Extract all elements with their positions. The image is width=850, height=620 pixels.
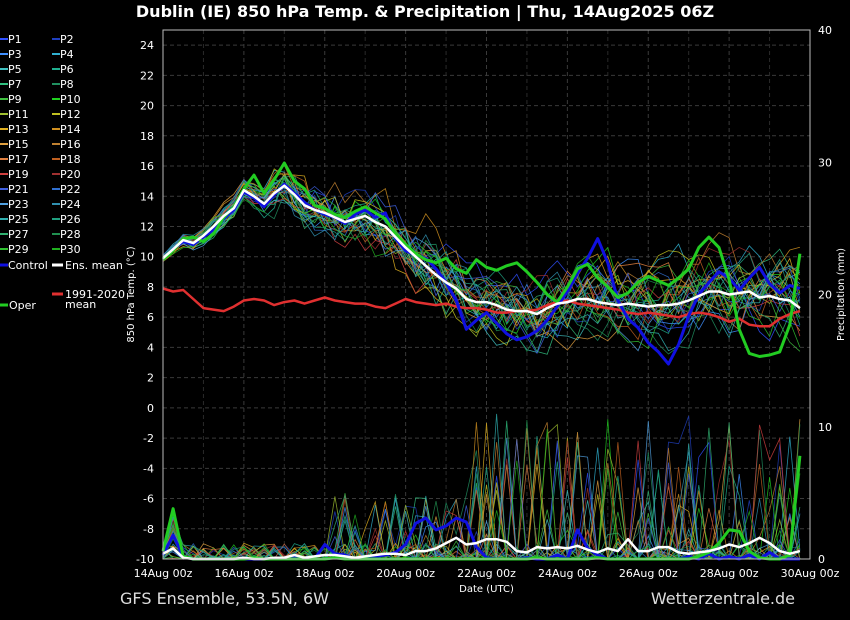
x-tick-label: 28Aug 00z (700, 567, 759, 580)
climate-temp-line (162, 287, 801, 328)
x-tick-label: 14Aug 00z (134, 567, 193, 580)
y-tick-label: -6 (143, 493, 154, 506)
legend-label-P3: P3 (8, 48, 22, 61)
y-tick-label: 12 (140, 220, 154, 233)
legend-label-P21: P21 (8, 183, 29, 196)
y-tick-label: -8 (143, 523, 154, 536)
legend-label-P25: P25 (8, 213, 29, 226)
legend-label-P26: P26 (60, 213, 81, 226)
plot-frame (162, 29, 811, 560)
legend-label-P27: P27 (8, 228, 29, 241)
y2-tick-label: 40 (818, 24, 832, 37)
chart-title: Dublin (IE) 850 hPa Temp. & Precipitatio… (135, 2, 715, 21)
legend-label-P7: P7 (8, 78, 22, 91)
y-tick-label: 10 (140, 251, 154, 264)
legend-label-P12: P12 (60, 108, 81, 121)
legend-label-oper: Oper (9, 299, 36, 312)
y-tick-label: 16 (140, 160, 154, 173)
x-tick-label: 18Aug 00z (295, 567, 354, 580)
member-temp-line-P20 (162, 187, 801, 324)
legend-label-control: Control (8, 259, 48, 272)
mean-temp-line (162, 184, 801, 316)
control-temp-line (161, 182, 801, 366)
y-tick-label: 24 (140, 39, 154, 52)
y-tick-label: -4 (143, 462, 154, 475)
x-tick-label: 24Aug 00z (538, 567, 597, 580)
legend-label-P18: P18 (60, 153, 81, 166)
y-tick-label: 14 (140, 190, 154, 203)
legend-label-P5: P5 (8, 63, 22, 76)
oper-temp-line (162, 161, 802, 358)
legend-label-P30: P30 (60, 243, 81, 256)
model-info: GFS Ensemble, 53.5N, 6W (120, 589, 329, 608)
member-temp-line-P18 (162, 172, 801, 341)
legend-label-P14: P14 (60, 123, 81, 136)
member-temp-line-P8 (162, 192, 800, 355)
legend-label-P20: P20 (60, 168, 81, 181)
legend-label-P15: P15 (8, 138, 29, 151)
x-tick-label: 16Aug 00z (215, 567, 274, 580)
main-lines (161, 161, 802, 561)
legend-label-P4: P4 (60, 48, 74, 61)
y-axis-title: 850 hPa Temp. (°C) (126, 246, 137, 342)
y2-tick-label: 20 (818, 289, 832, 302)
member-temp-line-P27 (162, 179, 801, 338)
x-tick-label: 20Aug 00z (376, 567, 435, 580)
site-credit: Wetterzentrale.de (650, 589, 795, 608)
x-tick-label: 26Aug 00z (619, 567, 678, 580)
y-tick-label: -10 (136, 553, 154, 566)
legend-label-P23: P23 (8, 198, 29, 211)
legend-label-P29: P29 (8, 243, 29, 256)
y2-tick-label: 30 (818, 156, 832, 169)
legend-label-P13: P13 (8, 123, 29, 136)
legend-label-P16: P16 (60, 138, 81, 151)
y2-tick-label: 10 (818, 421, 832, 434)
legend-label-P28: P28 (60, 228, 81, 241)
legend-label-P6: P6 (60, 63, 74, 76)
member-temp-line-P21 (162, 178, 801, 355)
x-tick-label: 30Aug 00z (781, 567, 840, 580)
y-tick-label: 2 (147, 372, 154, 385)
legend-label-climate-2: mean (65, 298, 96, 311)
member-temp-line-P23 (162, 177, 801, 352)
y-tick-label: 6 (147, 311, 154, 324)
member-lines (162, 164, 801, 561)
mean-precip-line (162, 536, 801, 561)
y-tick-label: -2 (143, 432, 154, 445)
legend-label-P10: P10 (60, 93, 81, 106)
y-tick-label: 22 (140, 69, 154, 82)
x-axis-title: Date (UTC) (459, 584, 514, 595)
legend-label-climate-1: 1991-2020 (65, 288, 125, 301)
legend-label-P2: P2 (60, 33, 74, 46)
x-tick-label: 22Aug 00z (457, 567, 516, 580)
axes: -10-8-6-4-202468101214161820222401020304… (126, 24, 847, 595)
y-tick-label: 18 (140, 130, 154, 143)
legend: P1 P2 P3 P4 P5 P6 P7 P8 P9 P10 P11 P12 P13 P14 P15 P16 P… (0, 33, 125, 312)
legend-label-P9: P9 (8, 93, 22, 106)
member-temp-line-P30 (162, 176, 801, 327)
y-tick-label: 8 (147, 281, 154, 294)
y-tick-label: 4 (147, 341, 154, 354)
legend-label-P11: P11 (8, 108, 29, 121)
legend-label-ens-mean: Ens. mean (65, 259, 123, 272)
y-tick-label: 0 (147, 402, 154, 415)
legend-label-P24: P24 (60, 198, 81, 211)
y-tick-label: 20 (140, 100, 154, 113)
legend-label-P22: P22 (60, 183, 81, 196)
legend-label-P19: P19 (8, 168, 29, 181)
y2-tick-label: 0 (818, 553, 825, 566)
legend-label-P8: P8 (60, 78, 74, 91)
y2-axis-title: Precipitation (mm) (836, 248, 847, 341)
legend-label-P1: P1 (8, 33, 22, 46)
member-precip-line-P15 (162, 419, 801, 561)
legend-label-P17: P17 (8, 153, 29, 166)
